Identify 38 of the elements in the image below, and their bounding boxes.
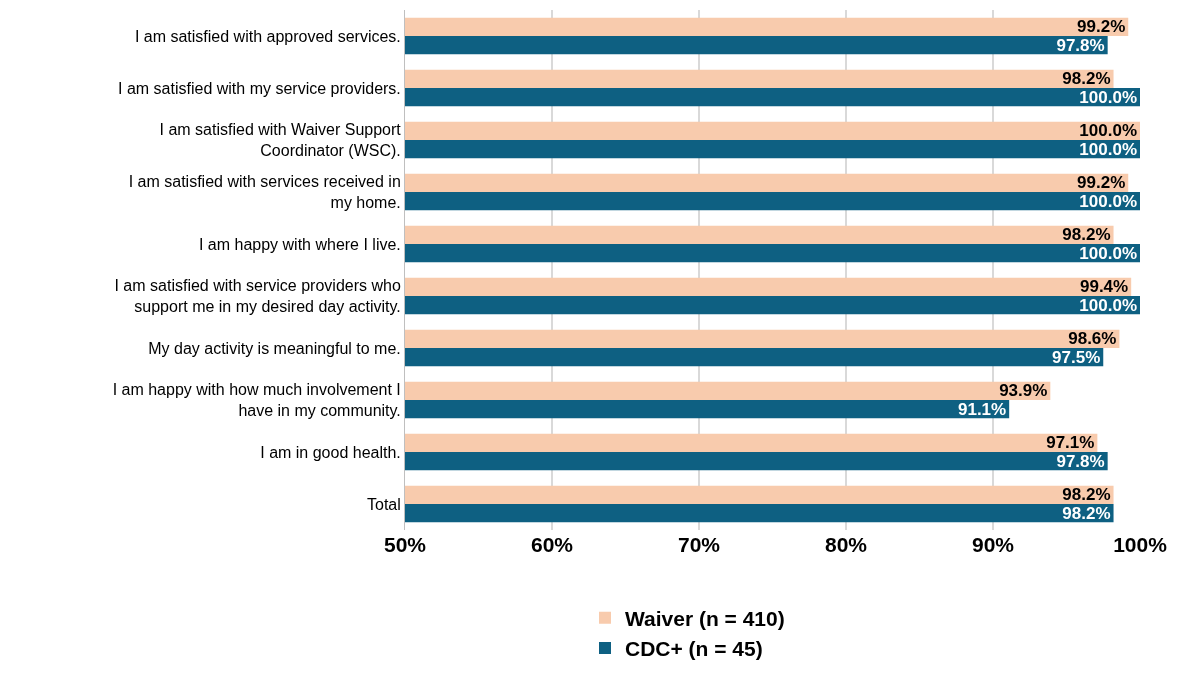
- y-tick-label: I am satisfied with Waiver Support Coordinator (WSC).: [159, 121, 402, 159]
- data-label: 99.4%: [1079, 277, 1129, 297]
- data-label: 98.2%: [1062, 485, 1111, 505]
- y-tick-label: Total: [367, 495, 401, 513]
- data-label: 97.5%: [1052, 347, 1101, 367]
- y-tick-label: I am satisfied with my service providers.: [118, 79, 401, 97]
- legend-label: Waiver (n = 410): [625, 606, 785, 630]
- data-label: 100.0%: [1079, 87, 1137, 107]
- data-label: 99.2%: [1077, 17, 1126, 37]
- data-label: 99.2%: [1077, 173, 1126, 193]
- y-tick-label: I am happy with how much involvement I have in my community.: [112, 381, 401, 419]
- x-tick-label: 80%: [824, 533, 868, 556]
- x-tick-label: 70%: [677, 533, 721, 556]
- data-label: 97.8%: [1056, 35, 1105, 55]
- y-tick-label: I am satisfied with services received in my home.: [128, 173, 401, 211]
- data-label: 93.9%: [999, 381, 1048, 401]
- data-label: 98.6%: [1068, 329, 1117, 349]
- data-label: 98.2%: [1062, 225, 1111, 245]
- data-label: 100.0%: [1079, 191, 1137, 211]
- x-tick-label: 60%: [530, 533, 574, 556]
- data-label: 98.2%: [1062, 69, 1111, 89]
- data-label: 100.0%: [1079, 243, 1137, 263]
- x-tick-label: 50%: [383, 533, 427, 556]
- y-tick-label: My day activity is meaningful to me.: [148, 339, 401, 357]
- data-label: 91.1%: [957, 399, 1007, 419]
- data-label: 98.2%: [1062, 503, 1111, 523]
- data-label: 100.0%: [1079, 139, 1137, 159]
- data-label: 97.1%: [1046, 433, 1095, 453]
- x-tick-label: 90%: [971, 533, 1015, 556]
- x-tick-label: 100%: [1113, 533, 1168, 556]
- y-tick-label: I am satisfied with approved services.: [134, 27, 401, 45]
- y-tick-label: I am in good health.: [260, 443, 401, 461]
- data-label: 100.0%: [1079, 121, 1137, 141]
- data-label: 97.8%: [1056, 451, 1105, 471]
- y-tick-label: I am satisfied with service providers who support me in my desired day activity.: [114, 277, 401, 315]
- y-tick-label: I am happy with where I live.: [198, 235, 401, 253]
- legend-label: CDC+ (n = 45): [625, 637, 763, 661]
- data-label: 100.0%: [1079, 295, 1137, 315]
